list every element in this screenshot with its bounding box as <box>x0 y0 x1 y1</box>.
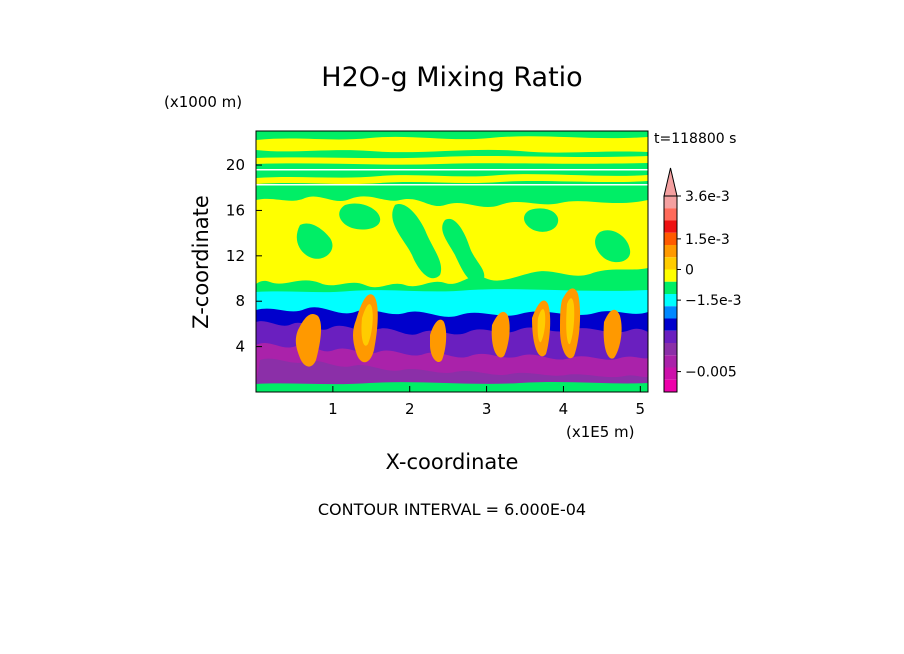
time-label: t=118800 s <box>654 131 736 147</box>
upper-yellow-streak <box>256 174 648 184</box>
plume-7 <box>603 309 622 359</box>
violet-core <box>256 358 648 386</box>
y-axis: 4 8 12 16 20 <box>226 156 262 356</box>
plume-3 <box>430 319 447 363</box>
x-axis: 1 2 3 4 5 <box>328 386 645 418</box>
colorbar-max-arrow <box>663 167 678 197</box>
colorbar-segment <box>664 281 677 294</box>
thin-white-line <box>256 169 648 171</box>
x-tick-label: 1 <box>328 400 338 418</box>
x-tick-label: 5 <box>636 400 646 418</box>
colorbar-segment <box>664 257 677 270</box>
y-tick-label: 4 <box>235 338 245 356</box>
y-tick-label: 16 <box>226 201 245 219</box>
plume-1 <box>295 313 322 367</box>
upper-yellow-band-2 <box>256 156 648 165</box>
colorbar-segment <box>664 245 677 258</box>
surface-green-strip <box>256 382 648 392</box>
chart-title: H2O-g Mixing Ratio <box>321 62 582 93</box>
colorbar-segment <box>664 196 677 209</box>
colorbar: 3.6e-3 1.5e-3 0 −1.5e-3 −0.005 <box>663 167 742 393</box>
colorbar-segment <box>664 343 677 356</box>
y-tick-label: 12 <box>226 247 245 265</box>
colorbar-segment <box>664 379 677 392</box>
colorbar-segment <box>664 208 677 221</box>
plume-5-core <box>537 309 546 343</box>
x-units-label: (x1E5 m) <box>566 423 635 441</box>
colorbar-segment <box>664 269 677 282</box>
plume-4 <box>491 311 510 358</box>
colorbar-segment <box>664 294 677 307</box>
colorbar-label: 3.6e-3 <box>685 189 730 205</box>
green-pocket-3 <box>442 218 485 284</box>
colorbar-label: −1.5e-3 <box>685 293 742 309</box>
y-axis-label: Z-coordinate <box>189 195 213 329</box>
y-tick-label: 20 <box>226 156 245 174</box>
x-tick-label: 2 <box>405 400 415 418</box>
green-pocket-5 <box>524 208 559 232</box>
colorbar-segment <box>664 318 677 331</box>
contour-field <box>256 131 648 392</box>
green-pocket-6 <box>595 230 631 263</box>
plume-6-core <box>566 298 575 345</box>
colorbar-frame <box>663 195 678 393</box>
plume-2-core <box>361 304 373 346</box>
x-tick-label: 3 <box>482 400 492 418</box>
contour-interval-note: CONTOUR INTERVAL = 6.000E-04 <box>318 500 586 519</box>
plot-frame <box>255 130 649 393</box>
colorbar-segment <box>664 232 677 245</box>
colorbar-segment <box>664 367 677 380</box>
x-tick-label: 4 <box>559 400 569 418</box>
green-pocket-2 <box>392 204 442 279</box>
colorbar-label: 0 <box>685 263 694 279</box>
y-units-label: (x1000 m) <box>164 93 242 111</box>
y-tick-label: 8 <box>235 292 245 310</box>
colorbar-label: 1.5e-3 <box>685 232 730 248</box>
colorbar-segment <box>664 355 677 368</box>
colorbar-segment <box>664 306 677 319</box>
thin-white-line-2 <box>256 184 648 186</box>
upper-yellow-band <box>256 136 648 153</box>
colorbar-label: −0.005 <box>685 365 737 381</box>
colorbar-segment <box>664 330 677 343</box>
x-axis-label: X-coordinate <box>386 450 519 474</box>
colorbar-segment <box>664 220 677 233</box>
green-pocket-4 <box>339 203 381 230</box>
green-pocket <box>296 223 333 259</box>
